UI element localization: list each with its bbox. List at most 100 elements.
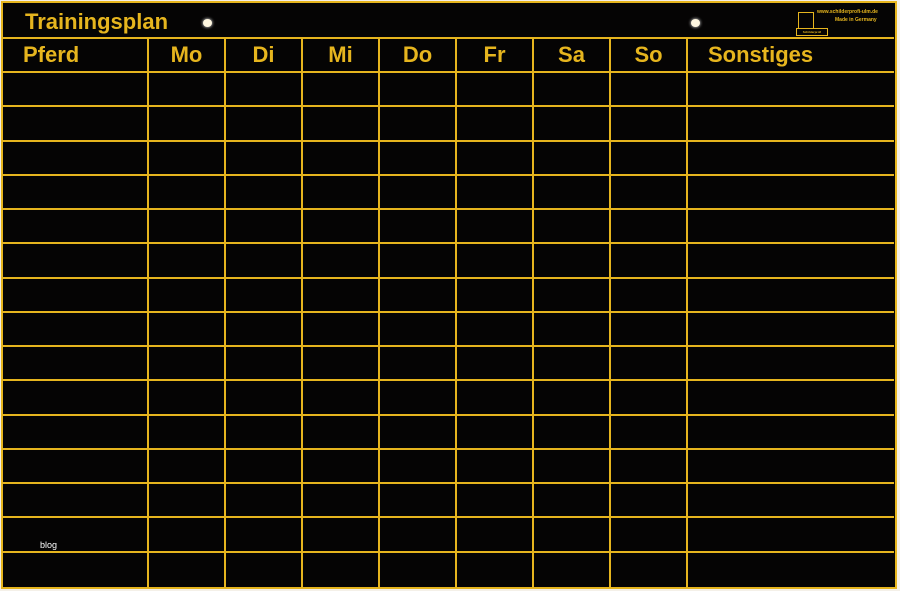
grid-cell: [380, 312, 457, 348]
grid-cell: [226, 141, 303, 176]
grid-cell: [457, 312, 534, 348]
grid-cell: [688, 484, 894, 519]
grid-cell: [688, 107, 894, 142]
grid-cell: [611, 73, 688, 108]
mounting-hole: [691, 19, 700, 27]
grid-cell: [380, 347, 457, 382]
logo-icon: [798, 12, 814, 29]
grid-cell: [457, 518, 534, 553]
grid-cell: [226, 73, 303, 108]
grid-cell: [149, 141, 226, 176]
grid-cell: [149, 552, 226, 587]
grid-cell: [534, 484, 611, 519]
grid-cell: [3, 415, 149, 450]
grid-cell: [380, 73, 457, 108]
grid-cell: [226, 175, 303, 211]
grid-cell: [457, 210, 534, 245]
grid-cell: [303, 175, 380, 211]
grid-cell: [457, 415, 534, 450]
column-header: Fr: [457, 39, 534, 73]
grid-cell: [688, 553, 894, 587]
grid-cell: [3, 347, 149, 382]
grid-cell: [457, 73, 534, 108]
grid-cell: [303, 347, 380, 382]
column-header: Mo: [149, 39, 226, 73]
grid-cell: [457, 552, 534, 587]
grid-cell: [457, 278, 534, 313]
grid-cell: [688, 73, 894, 108]
grid-cell: [534, 278, 611, 313]
column-header: Di: [226, 39, 303, 73]
grid-cell: [303, 518, 380, 553]
grid-cell: [149, 415, 226, 450]
schedule-grid: Pferd Mo Di Mi Do Fr Sa So Sonstiges: [3, 37, 894, 587]
grid-cell: [534, 415, 611, 450]
grid-cell: [688, 176, 894, 211]
grid-cell: [149, 312, 226, 348]
grid-cell: [3, 278, 149, 313]
grid-cell: [611, 278, 688, 313]
grid-cell: [3, 141, 149, 176]
column-header: Do: [380, 39, 457, 73]
grid-cell: [457, 175, 534, 211]
grid-cell: [457, 141, 534, 176]
grid-cell: [457, 107, 534, 142]
grid-cell: [380, 415, 457, 450]
grid-cell: [457, 381, 534, 416]
grid-cell: [303, 278, 380, 313]
grid-cell: [611, 415, 688, 450]
grid-cell: [534, 175, 611, 211]
grid-cell: [380, 449, 457, 485]
grid-cell: [149, 175, 226, 211]
grid-cell: [3, 484, 149, 519]
grid-cell: [226, 107, 303, 142]
grid-cell: [534, 449, 611, 485]
logo-url: www.schilderprofi-ulm.de: [817, 9, 878, 15]
grid-cell: [688, 381, 894, 416]
grid-cell: [3, 210, 149, 245]
grid-cell: [226, 347, 303, 382]
grid-cell: [303, 141, 380, 176]
column-header: Sa: [534, 39, 611, 73]
grid-cell: [149, 73, 226, 108]
grid-cell: [688, 518, 894, 553]
logo-made-in: Made in Germany: [835, 17, 877, 23]
grid-cell: [688, 210, 894, 245]
grid-cell: [611, 107, 688, 142]
grid-cell: [457, 484, 534, 519]
grid-cell: [534, 141, 611, 176]
grid-cell: [534, 210, 611, 245]
grid-cell: [611, 347, 688, 382]
grid-cell: [611, 552, 688, 587]
grid-cell: [380, 381, 457, 416]
grid-cell: [226, 210, 303, 245]
grid-cell: [534, 552, 611, 587]
grid-cell: [226, 484, 303, 519]
grid-cell: [303, 107, 380, 142]
grid-cell: [3, 312, 149, 348]
grid-cell: [611, 518, 688, 553]
grid-cell: [688, 313, 894, 348]
grid-cell: [149, 381, 226, 416]
grid-cell: [611, 210, 688, 245]
grid-cell: [226, 278, 303, 313]
grid-cell: [611, 175, 688, 211]
grid-cell: [303, 312, 380, 348]
grid-cell: [611, 381, 688, 416]
grid-cell: [3, 107, 149, 142]
grid-cell: [380, 278, 457, 313]
grid-cell: [303, 244, 380, 279]
grid-cell: [226, 449, 303, 485]
watermark-text: blog: [40, 540, 58, 550]
grid-cell: [149, 484, 226, 519]
grid-cell: [688, 279, 894, 313]
grid-cell: [534, 381, 611, 416]
grid-cell: [380, 518, 457, 553]
grid-cell: [457, 449, 534, 485]
grid-cell: [534, 518, 611, 553]
grid-cell: [611, 484, 688, 519]
grid-cell: [3, 381, 149, 416]
grid-cell: [226, 518, 303, 553]
grid-cell: [149, 347, 226, 382]
